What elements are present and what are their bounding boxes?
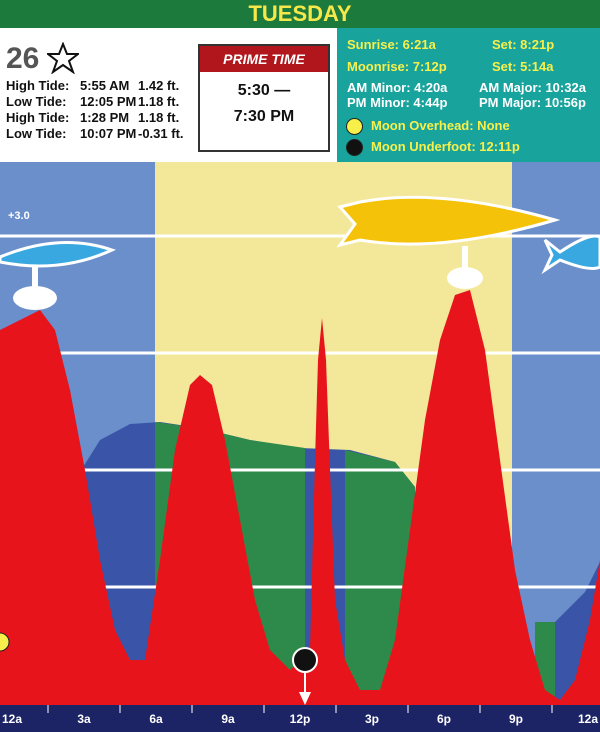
tide-height: 1.18 ft. xyxy=(138,94,180,109)
tide-time: 10:07 PM xyxy=(80,126,137,141)
x-label: 9a xyxy=(221,712,235,726)
activity-area xyxy=(0,290,600,705)
minor-fish-icon xyxy=(0,241,117,268)
prime-time-title: PRIME TIME xyxy=(200,46,328,72)
fish-stand-base xyxy=(13,286,57,310)
moon-underfoot-marker xyxy=(292,647,318,673)
tide-row: High Tide: 1:28 PM 1.18 ft. xyxy=(6,110,196,126)
tide-label: Low Tide: xyxy=(6,94,67,109)
tide-height: 1.42 ft. xyxy=(138,78,180,93)
am-major: AM Major: 10:32a xyxy=(479,80,586,95)
underfoot-arrow-head xyxy=(299,692,311,705)
tide-time: 5:55 AM xyxy=(80,78,130,93)
x-label: 12a xyxy=(2,712,22,726)
fish-stand-base xyxy=(447,267,483,289)
prime-time-start: 5:30 — xyxy=(237,82,291,99)
sunset: Set: 8:21p xyxy=(492,37,555,52)
x-label: 3a xyxy=(77,712,91,726)
day-header: TUESDAY xyxy=(0,0,600,28)
tide-height: -0.31 ft. xyxy=(138,126,184,141)
tide-time: 12:05 PM xyxy=(80,94,137,109)
prime-time-end: 7:30 PM xyxy=(233,108,295,125)
am-minor: AM Minor: 4:20a xyxy=(347,80,448,95)
sun-moon-panel: Sunrise: 6:21a Set: 8:21p Moonrise: 7:12… xyxy=(337,28,600,162)
x-label: 9p xyxy=(509,712,523,726)
x-label: 3p xyxy=(365,712,379,726)
moonset: Set: 5:14a xyxy=(492,59,554,74)
tide-label: High Tide: xyxy=(6,78,70,93)
moon-overhead: Moon Overhead: None xyxy=(371,118,510,133)
star-icon xyxy=(47,42,79,74)
tide-label: Low Tide: xyxy=(6,126,67,141)
major-fish-icon xyxy=(336,195,561,248)
prime-time-box: PRIME TIME 5:30 — 7:30 PM xyxy=(198,44,330,152)
tide-row: Low Tide: 12:05 PM 1.18 ft. xyxy=(6,94,196,110)
sunrise: Sunrise: 6:21a xyxy=(347,37,436,52)
day-number: 26 xyxy=(6,42,40,75)
moon-overhead-marker xyxy=(0,632,10,652)
tide-label: High Tide: xyxy=(6,110,70,125)
moonrise: Moonrise: 7:12p xyxy=(347,59,447,74)
x-label: 12p xyxy=(290,712,311,726)
x-label: 6a xyxy=(149,712,163,726)
tide-row: Low Tide: 10:07 PM -0.31 ft. xyxy=(6,126,196,142)
tide-time: 1:28 PM xyxy=(80,110,130,125)
pm-minor: PM Minor: 4:44p xyxy=(347,95,448,110)
moon-underfoot-icon xyxy=(346,139,363,156)
fish-stand xyxy=(462,246,468,272)
moon-underfoot: Moon Underfoot: 12:11p xyxy=(371,139,520,154)
time-axis-bar xyxy=(0,705,600,732)
x-label: 12a xyxy=(578,712,598,726)
fish-stand xyxy=(32,265,38,295)
x-label: 6p xyxy=(437,712,451,726)
y-label: +3.0 xyxy=(8,210,30,222)
tide-height: 1.18 ft. xyxy=(138,110,180,125)
pm-major: PM Major: 10:56p xyxy=(479,95,586,110)
tide-row: High Tide: 5:55 AM 1.42 ft. xyxy=(6,78,196,94)
tide-panel: 26 High Tide: 5:55 AM 1.42 ft. Low Tide: 12:… xyxy=(0,28,337,162)
moon-overhead-icon xyxy=(346,118,363,135)
